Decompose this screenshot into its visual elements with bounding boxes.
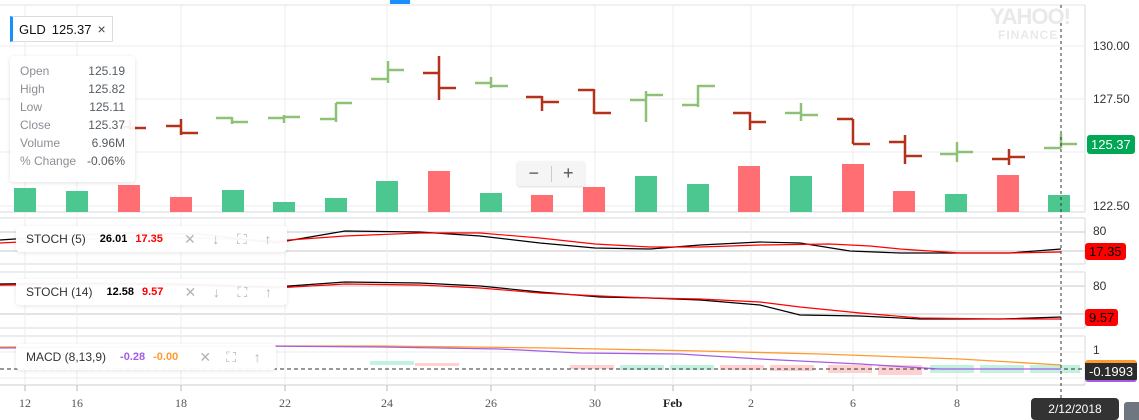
x-label: 26: [485, 396, 497, 410]
tooltip-key: Volume: [20, 136, 61, 150]
expand-icon[interactable]: ⛶: [236, 230, 247, 247]
expand-icon[interactable]: ⛶: [226, 348, 237, 365]
move-down-icon[interactable]: ↓: [212, 284, 220, 300]
x-label: 30: [589, 396, 601, 410]
stoch14-value-tag: 9.57: [1085, 309, 1119, 326]
stoch14-label: STOCH (14) 12.58 9.57 ✕ ↓ ⛶ ↑: [16, 279, 288, 305]
move-up-icon[interactable]: ↑: [264, 284, 272, 300]
stoch14-k-value: 12.58: [106, 286, 134, 298]
tooltip-key: Open: [20, 64, 50, 78]
tooltip-value: 125.82: [88, 82, 125, 96]
stoch5-name: STOCH (5): [26, 232, 86, 246]
x-label: 2: [748, 396, 754, 410]
tooltip-row-open: Open 125.19: [10, 62, 135, 80]
remove-indicator-icon[interactable]: ✕: [199, 348, 212, 365]
stoch14-d-value: 9.57: [142, 286, 164, 298]
scroll-handle[interactable]: [1124, 402, 1139, 420]
x-label: 18: [175, 396, 187, 410]
x-label: 6: [850, 396, 856, 410]
x-label: 8: [954, 396, 960, 410]
y-tick-122-5: 122.50: [1093, 199, 1130, 213]
zoom-divider: [550, 165, 552, 182]
expand-icon[interactable]: ⛶: [237, 283, 248, 300]
zoom-out-button[interactable]: −: [528, 163, 539, 183]
tooltip-key: High: [20, 82, 45, 96]
symbol-name: GLD: [19, 21, 46, 37]
yahoo-finance-watermark: YAHOO! FINANCE: [990, 6, 1071, 44]
zoom-in-button[interactable]: +: [562, 163, 574, 183]
macd-value: -0.28: [120, 351, 146, 363]
move-up-icon[interactable]: ↑: [264, 231, 272, 247]
x-label: 24: [381, 396, 393, 410]
symbol-price: 125.37: [51, 21, 92, 37]
tooltip-key: Close: [20, 118, 51, 132]
tooltip-row-volume: Volume 6.96M: [10, 134, 135, 152]
ohlc-tooltip: Open 125.19 High 125.82 Low 125.11 Close 125…: [10, 56, 135, 182]
stoch5-value-tag: 17.35: [1085, 243, 1126, 260]
tooltip-value: 125.37: [88, 118, 125, 132]
close-icon[interactable]: ×: [97, 21, 106, 37]
x-label: 22: [279, 396, 291, 410]
macd-label: MACD (8,13,9) -0.28 -0.00 ✕ ⛶ ↑: [16, 344, 277, 370]
symbol-tag[interactable]: GLD 125.37 ×: [10, 16, 113, 42]
current-price-tag: 125.37: [1087, 135, 1135, 154]
stoch14-name: STOCH (14): [26, 285, 93, 299]
y-tick-127-5: 127.50: [1093, 92, 1130, 106]
macd-signal-value: -0.00: [153, 351, 179, 363]
tooltip-row-low: Low 125.11: [10, 98, 135, 116]
watermark-line2: FINANCE: [998, 28, 1059, 42]
zoom-controls: − +: [517, 161, 585, 186]
tooltip-row-high: High 125.82: [10, 80, 135, 98]
tooltip-value: 6.96M: [91, 136, 125, 150]
macd-name: MACD (8,13,9): [26, 350, 107, 364]
crosshair-date-tag: 2/12/2018: [1031, 398, 1119, 420]
y-tick-130: 130.00: [1093, 39, 1130, 53]
x-label: 16: [71, 396, 83, 410]
x-label-month: Feb: [663, 396, 683, 410]
stoch5-d-value: 17.35: [135, 233, 163, 245]
tooltip-row-close: Close 125.37: [10, 116, 135, 134]
move-down-icon[interactable]: ↓: [212, 231, 220, 247]
tooltip-value: 125.19: [88, 64, 125, 78]
macd-value-tag: -0.1993: [1085, 360, 1138, 382]
stoch5-k-value: 26.01: [99, 233, 128, 245]
tooltip-key: Low: [20, 100, 43, 114]
stoch14-tick-80: 80: [1093, 279, 1107, 293]
remove-indicator-icon[interactable]: ✕: [184, 283, 197, 300]
tooltip-value: -0.06%: [86, 154, 125, 168]
macd-tick-1: 1: [1093, 343, 1100, 357]
move-up-icon[interactable]: ↑: [253, 349, 261, 365]
watermark-line1: YAHOO!: [990, 4, 1071, 29]
stoch5-tick-80: 80: [1093, 224, 1107, 238]
tooltip-row-change: % Change -0.06%: [10, 152, 135, 170]
x-label: 12: [19, 396, 31, 410]
stoch5-label: STOCH (5) 26.01 17.35 ✕ ↓ ⛶ ↑: [16, 226, 287, 252]
remove-indicator-icon[interactable]: ✕: [183, 230, 196, 247]
tooltip-value: 125.11: [89, 100, 125, 114]
tooltip-key: % Change: [20, 154, 77, 168]
